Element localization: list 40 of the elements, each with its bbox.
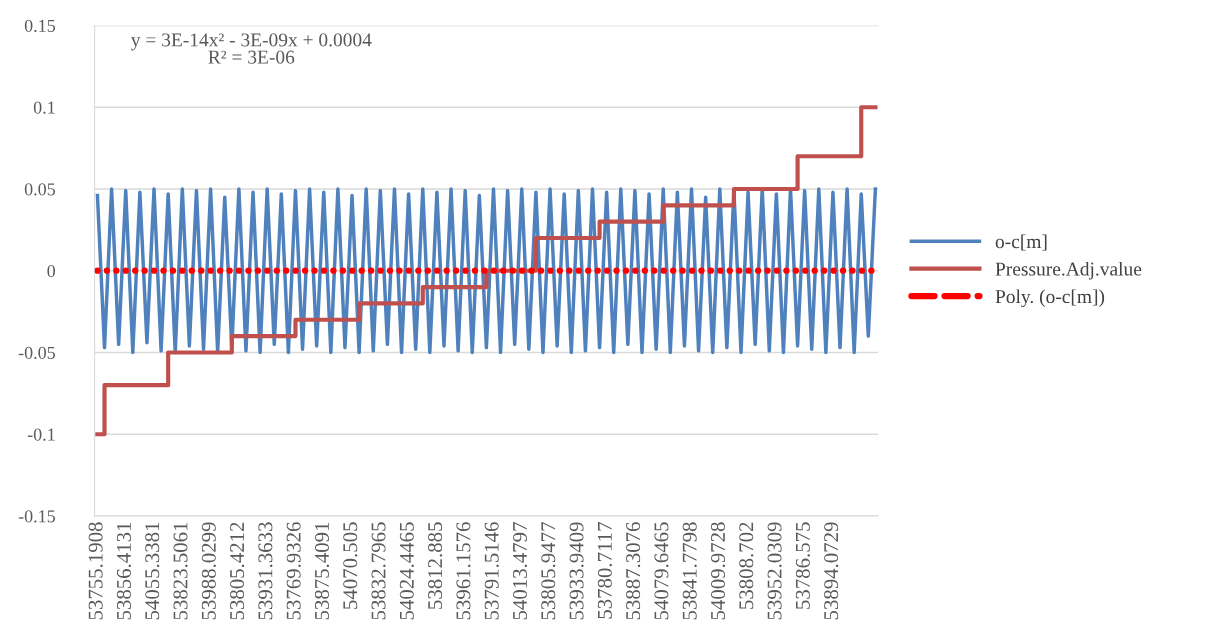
x-tick-label: 53755.1908	[88, 522, 103, 620]
x-tick-label: 53832.7965	[371, 522, 386, 620]
legend-label: Pressure.Adj.value	[995, 261, 1142, 280]
x-tick-label: 53952.0309	[767, 522, 782, 620]
x-tick-label: 54055.3381	[145, 522, 160, 620]
x-tick-label: 54009.9728	[710, 522, 726, 620]
x-tick-label: 53805.9477	[541, 522, 556, 620]
x-tick-label: 53856.4131	[116, 522, 132, 620]
x-tick-label: 54024.4465	[399, 522, 414, 620]
y-tick-label: 0.15	[24, 19, 56, 32]
legend-label: Poly. (o-c[m])	[995, 289, 1105, 308]
x-tick-label: 53894.0729	[824, 522, 839, 620]
y-tick-label: -0.05	[18, 346, 56, 359]
x-tick-label: 53780.7117	[597, 522, 612, 619]
x-tick-label: 53786.575	[795, 522, 810, 609]
x-tick-label: 54079.6465	[654, 522, 669, 620]
y-tick-label: 0.1	[33, 101, 55, 114]
annotation: R² = 3E-06	[208, 50, 295, 64]
x-tick-label: 53812.885	[428, 522, 443, 609]
x-tick-label: 54070.505	[343, 522, 358, 609]
x-tick-label: 53988.0299	[201, 522, 216, 620]
line-series	[95, 187, 878, 355]
x-tick-label: 53805.4212	[230, 522, 245, 620]
y-tick-label: 0.05	[24, 183, 56, 196]
x-tick-label: 53875.4091	[314, 522, 330, 620]
annotation: y = 3E-14x² - 3E-09x + 0.0004	[131, 33, 372, 51]
x-tick-label: 53961.1576	[456, 522, 471, 620]
x-tick-label: 53841.7798	[682, 522, 697, 620]
x-tick-label: 53791.5146	[484, 522, 499, 620]
x-tick-label: 53823.5061	[173, 522, 188, 620]
x-tick-label: 53931.3633	[258, 522, 273, 620]
y-tick-label: -0.1	[27, 428, 55, 441]
legend-label: o-c[m]	[995, 234, 1047, 251]
x-tick-label: 54013.4797	[512, 522, 528, 620]
x-tick-label: 53887.3076	[626, 522, 641, 620]
x-tick-label: 53769.9326	[286, 522, 301, 620]
x-tick-label: 53808.702	[739, 522, 754, 609]
x-tick-label: 53933.9409	[569, 522, 584, 620]
y-tick-label: 0	[47, 264, 56, 278]
y-tick-label: -0.15	[18, 510, 56, 523]
